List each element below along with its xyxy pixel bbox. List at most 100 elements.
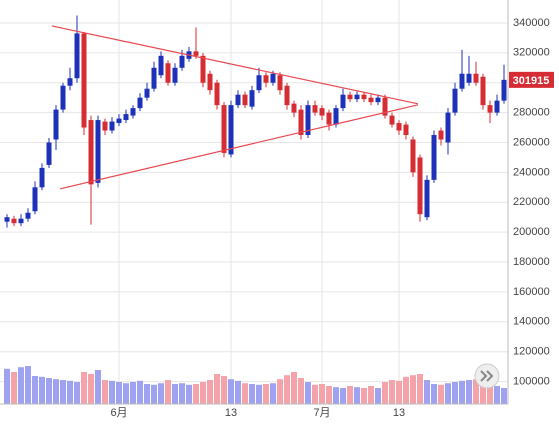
volume-bar <box>74 382 80 404</box>
candle-body <box>81 33 87 128</box>
last-price-box <box>509 71 554 88</box>
volume-bar <box>207 380 213 404</box>
candle-body <box>417 157 423 215</box>
candle-body <box>501 79 507 101</box>
candle-body <box>487 105 493 113</box>
candle-body <box>221 105 227 153</box>
y-tick-label: 200000 <box>513 226 550 238</box>
y-tick-label: 320000 <box>513 47 550 59</box>
volume-bar <box>186 384 192 404</box>
candle-body <box>445 112 451 143</box>
volume-bar <box>214 374 220 404</box>
candle-body <box>298 109 304 136</box>
y-tick-label: 120000 <box>513 346 550 358</box>
trend-line <box>51 25 419 105</box>
candle-body <box>438 130 444 140</box>
volume-bar <box>375 388 381 404</box>
volume-bar <box>123 383 129 404</box>
candle-body <box>25 212 31 219</box>
volume-layer <box>4 366 507 404</box>
candle-body <box>74 33 80 79</box>
volume-bar <box>501 388 507 404</box>
volume-bar <box>4 368 10 404</box>
volume-bar <box>347 386 353 404</box>
volume-bar <box>382 382 388 404</box>
volume-bar <box>480 382 486 404</box>
candle-body <box>270 73 276 83</box>
candle-body <box>473 73 479 83</box>
volume-bar <box>354 387 360 404</box>
x-tick-label: 6月 <box>110 407 127 419</box>
volume-bar <box>333 387 339 404</box>
volume-bar <box>361 388 367 404</box>
volume-bar <box>242 383 248 404</box>
candle-body <box>256 75 262 91</box>
volume-bar <box>18 367 24 404</box>
volume-bar <box>235 380 241 404</box>
y-tick-label: 240000 <box>513 166 550 178</box>
volume-bar <box>39 376 45 404</box>
candle-body <box>214 82 220 106</box>
candle-body <box>424 179 430 218</box>
y-tick-label: 140000 <box>513 316 550 328</box>
candle-body <box>277 75 283 91</box>
candle-body <box>466 73 472 83</box>
volume-bar <box>473 379 479 404</box>
volume-bar <box>326 386 332 404</box>
volume-bar <box>32 376 38 404</box>
candle-body <box>326 112 332 125</box>
candle-body <box>179 55 185 68</box>
volume-bar <box>298 378 304 404</box>
candle-body <box>228 105 234 155</box>
volume-bar <box>396 380 402 404</box>
candle-body <box>18 218 24 224</box>
trend-line <box>60 104 419 190</box>
y-tick-label: 260000 <box>513 136 550 148</box>
scroll-button[interactable] <box>474 363 500 389</box>
volume-bar <box>256 384 262 404</box>
volume-bar <box>417 374 423 404</box>
volume-bar <box>81 372 87 404</box>
volume-bar <box>109 380 115 404</box>
volume-bar <box>172 384 178 404</box>
volume-bar <box>25 366 31 404</box>
volume-bar <box>221 376 227 404</box>
volume-bar <box>46 378 52 404</box>
volume-bar <box>249 384 255 404</box>
x-tick-label: 13 <box>225 407 237 419</box>
candle-body <box>95 120 101 183</box>
candle-body <box>109 121 115 131</box>
volume-bar <box>452 382 458 404</box>
volume-bar <box>424 380 430 404</box>
volume-bar <box>410 375 416 404</box>
volume-bar <box>389 380 395 404</box>
candle-body <box>291 103 297 113</box>
candle-body <box>480 76 486 106</box>
candle-body <box>382 97 388 116</box>
candle-body <box>165 63 171 83</box>
candle-body <box>4 217 10 222</box>
candle-body <box>263 75 269 83</box>
volume-bar <box>431 384 437 404</box>
y-tick-label: 340000 <box>513 17 550 29</box>
volume-bar <box>291 372 297 404</box>
candle-body <box>151 67 157 89</box>
volume-bar <box>95 370 101 404</box>
candle-body <box>375 97 381 103</box>
volume-bar <box>11 372 17 404</box>
volume-bar <box>368 386 374 404</box>
volume-bar <box>144 384 150 404</box>
y-tick-label: 220000 <box>513 196 550 208</box>
candle-body <box>333 108 339 125</box>
candle-body <box>88 120 94 185</box>
candle-body <box>431 135 437 180</box>
volume-bar <box>263 384 269 404</box>
y-tick-label: 100000 <box>513 375 550 387</box>
candle-body <box>193 51 199 56</box>
candle-body <box>305 105 311 136</box>
volume-bar <box>445 383 451 404</box>
button-icon[interactable] <box>480 370 494 382</box>
candle-body <box>403 124 409 136</box>
